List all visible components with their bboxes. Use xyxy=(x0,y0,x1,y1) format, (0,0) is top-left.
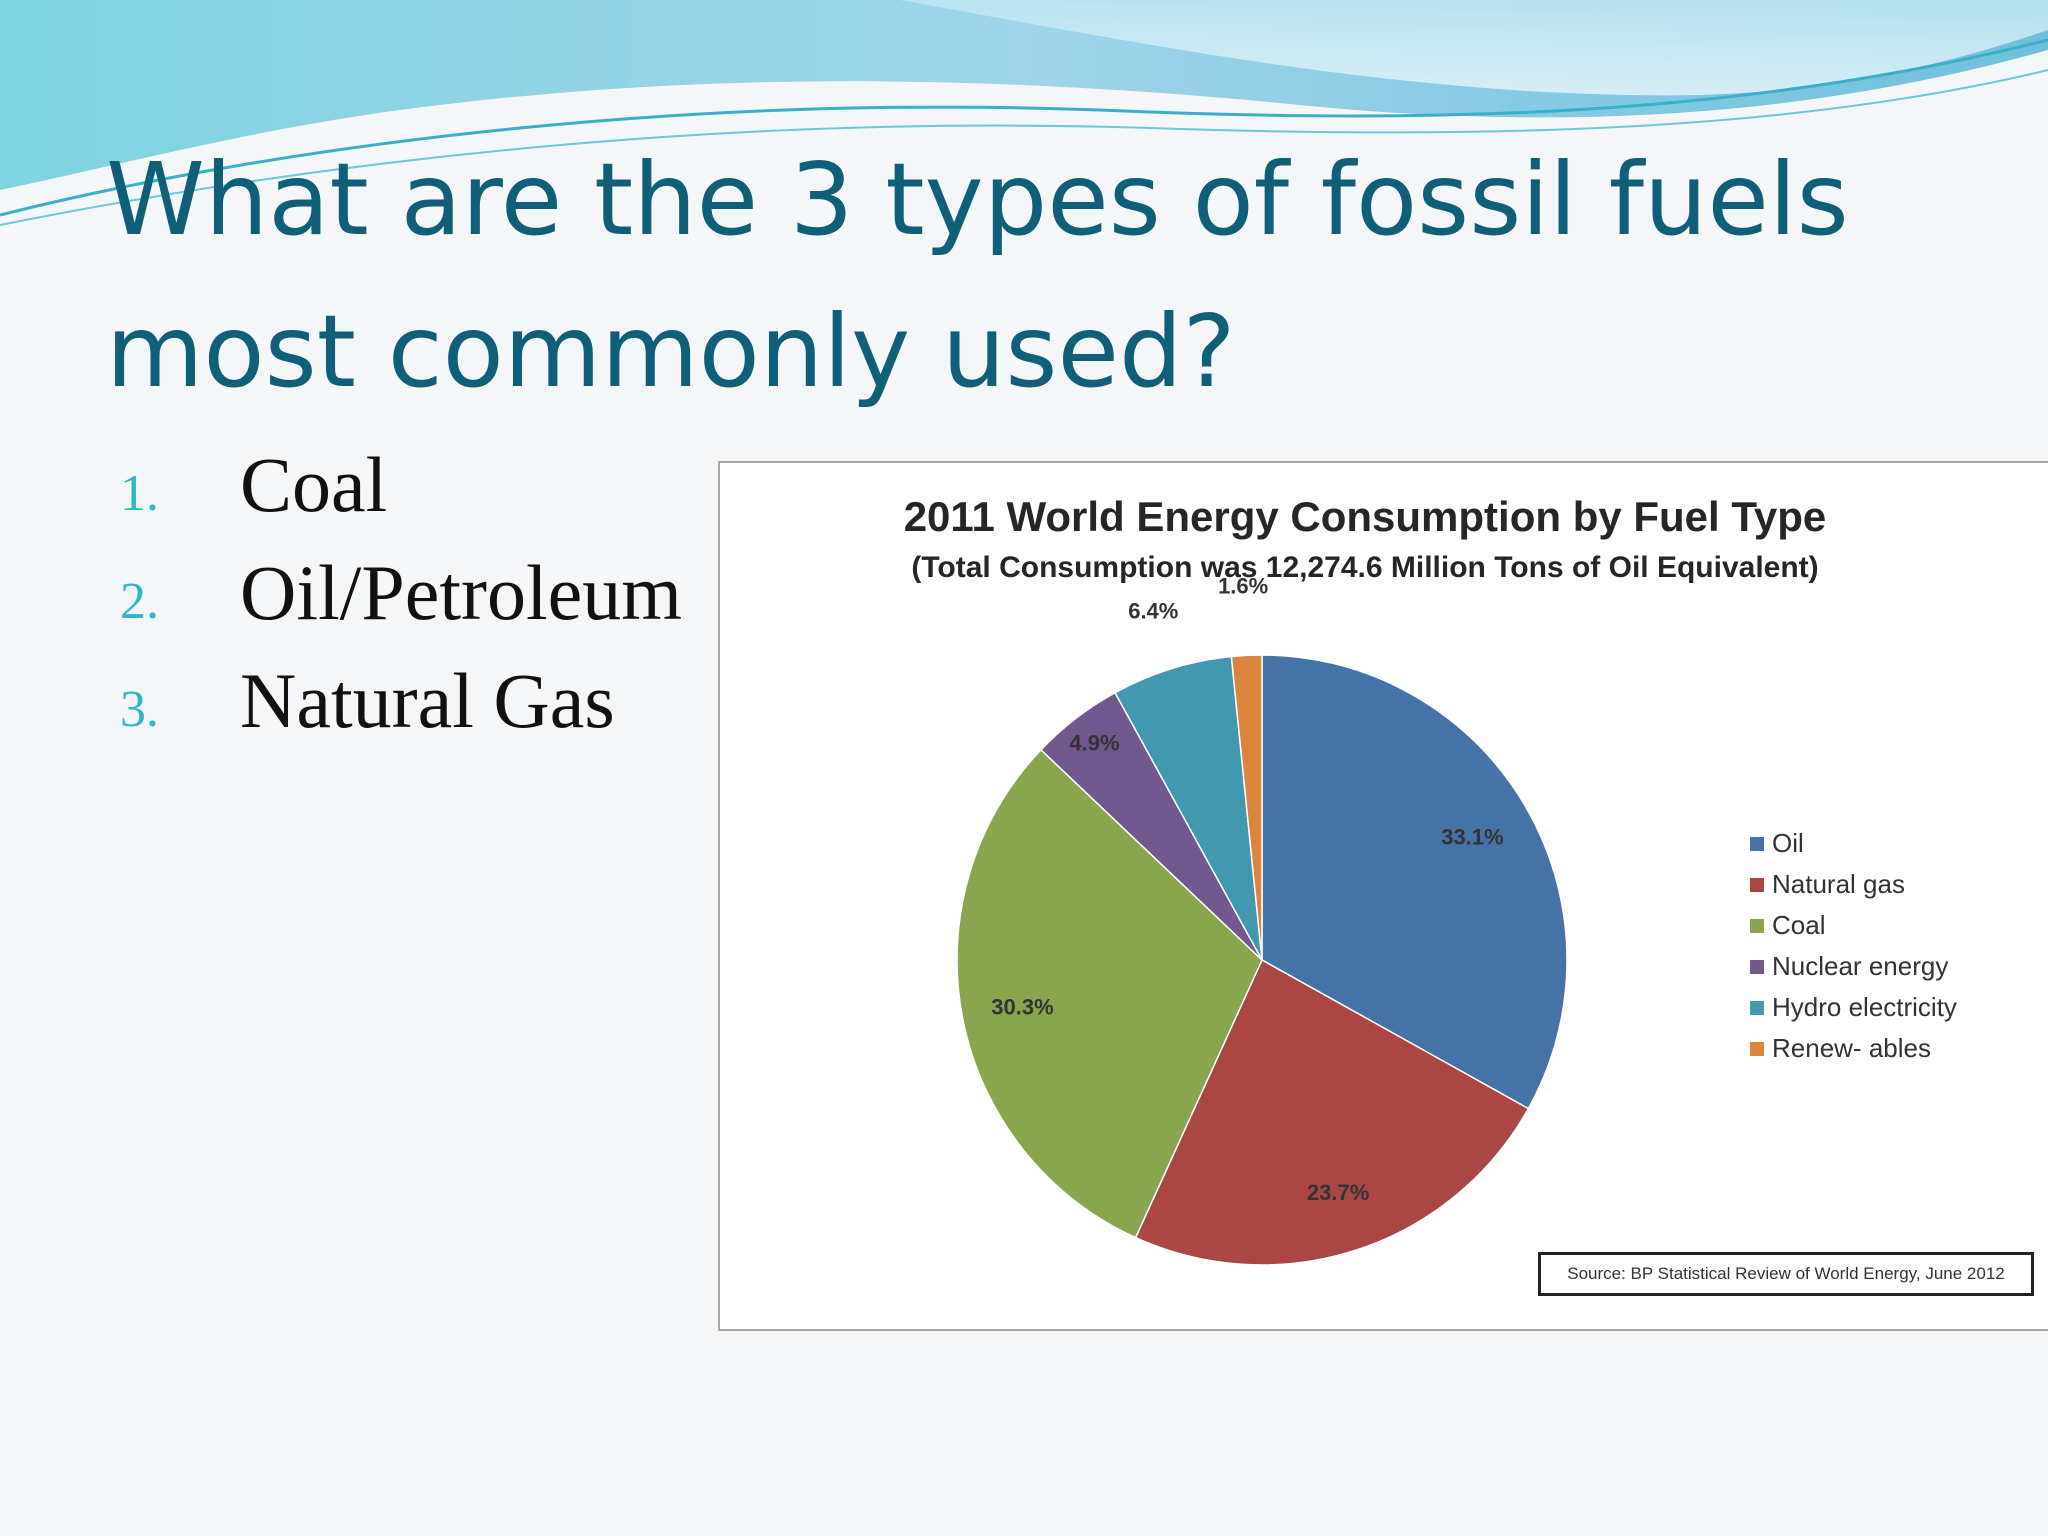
list-number: 1. xyxy=(120,465,159,522)
slice-label-coal: 30.3% xyxy=(991,994,1053,1019)
legend-label: Oil xyxy=(1772,828,1804,858)
chart-title: 2011 World Energy Consumption by Fuel Ty… xyxy=(903,493,1827,540)
slice-label-oil: 33.1% xyxy=(1441,824,1503,849)
legend-swatch xyxy=(1750,877,1764,892)
title-line-1: What are the 3 types of fossil fuels xyxy=(106,141,1849,258)
pie-slice-natural-gas xyxy=(1134,958,1530,1266)
header-wave-decoration xyxy=(0,0,2048,226)
slide-title: What are the 3 types of fossil fuels mos… xyxy=(106,124,2006,428)
list-text: Coal xyxy=(240,441,388,528)
pie-slice-coal xyxy=(956,748,1263,1239)
slice-label-renewables: 1.6% xyxy=(1218,573,1268,598)
pie-slice-renewables xyxy=(1230,654,1263,961)
legend-label: Nuclear energy xyxy=(1772,951,1949,981)
pie-chart: 33.1% 23.7% 30.3% 4.9% 6.4% 1.6% xyxy=(956,573,1568,1266)
legend-entry: Coal xyxy=(1750,910,1957,951)
list-number: 3. xyxy=(120,681,159,738)
legend-entry: Nuclear energy xyxy=(1750,951,1957,992)
legend-swatch xyxy=(1750,1041,1764,1056)
legend-swatch xyxy=(1750,959,1764,974)
slice-label-nuclear-energy: 4.9% xyxy=(1069,731,1119,756)
pie-slice-hydro-electricity xyxy=(1114,655,1263,961)
legend-swatch xyxy=(1750,1000,1764,1015)
legend-label: Coal xyxy=(1772,910,1826,940)
list-number: 2. xyxy=(120,573,159,630)
legend-entry: Hydro electricity xyxy=(1750,992,1957,1033)
title-line-2: most commonly used? xyxy=(106,293,1236,410)
list-text: Oil/Petroleum xyxy=(240,549,682,636)
pie-slice-oil xyxy=(1261,654,1568,1110)
legend-swatch xyxy=(1750,836,1764,851)
legend-entry: Renew- ables xyxy=(1750,1033,1957,1074)
legend-label: Renew- ables xyxy=(1772,1033,1931,1063)
slice-label-hydro-electricity: 6.4% xyxy=(1128,599,1178,624)
source-note: Source: BP Statistical Review of World E… xyxy=(1538,1252,2034,1296)
legend-entry: Oil xyxy=(1750,828,1957,869)
chart-legend: Oil Natural gas Coal Nuclear energy Hydr… xyxy=(1750,828,1957,1074)
slice-label-natural-gas: 23.7% xyxy=(1307,1180,1369,1205)
list-text: Natural Gas xyxy=(240,657,615,744)
legend-label: Natural gas xyxy=(1772,869,1905,899)
legend-swatch xyxy=(1750,918,1764,933)
chart-subtitle: (Total Consumption was 12,274.6 Million … xyxy=(911,551,1819,584)
legend-label: Hydro electricity xyxy=(1772,992,1957,1022)
chart-image: 33.1% 23.7% 30.3% 4.9% 6.4% 1.6% 2011 World E… xyxy=(718,461,2048,1331)
legend-entry: Natural gas xyxy=(1750,869,1957,910)
